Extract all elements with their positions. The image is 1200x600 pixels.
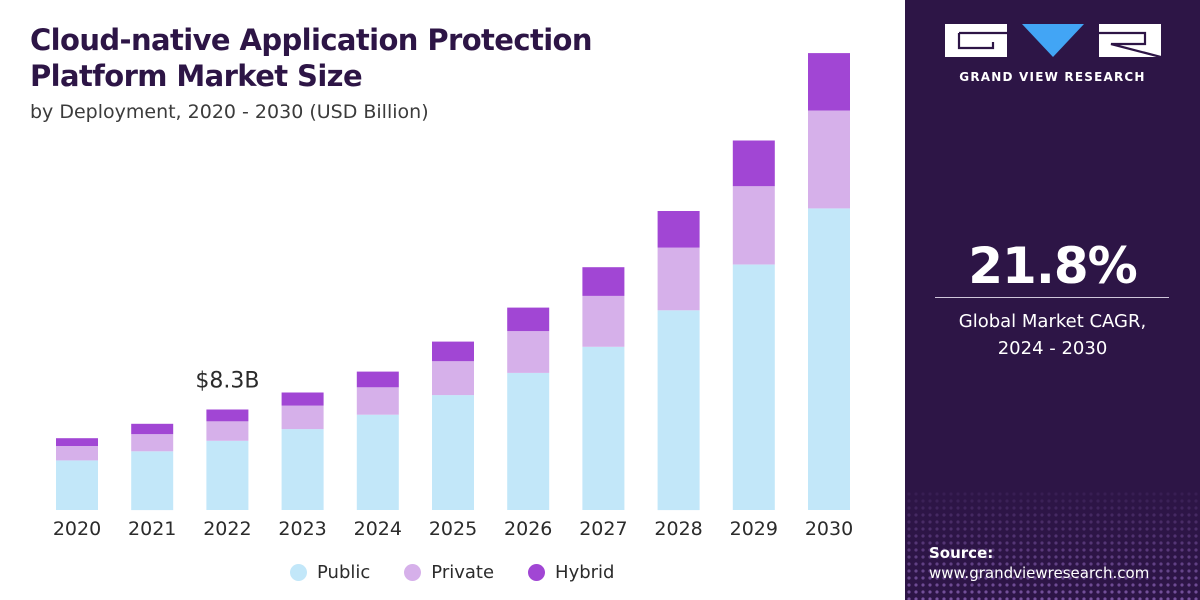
bar-public-2027 xyxy=(582,346,625,510)
bar-public-2023 xyxy=(281,429,324,510)
legend-label-private: Private xyxy=(431,562,495,583)
bar-private-2021 xyxy=(131,434,174,452)
cagr-label-line-1: Global Market CAGR, xyxy=(958,311,1147,332)
x-tick-label: 2025 xyxy=(429,518,477,540)
cagr-value: 21.8% xyxy=(968,237,1137,295)
bar-hybrid-2028 xyxy=(657,211,700,248)
legend-label-public: Public xyxy=(317,562,371,583)
x-tick-label: 2028 xyxy=(654,518,702,540)
x-tick-label: 2022 xyxy=(203,518,251,540)
x-tick-label: 2020 xyxy=(53,518,101,540)
x-tick-label: 2021 xyxy=(128,518,176,540)
cagr-divider xyxy=(935,297,1169,298)
bar-public-2021 xyxy=(131,451,174,511)
bar-private-2028 xyxy=(657,247,700,311)
brand-name: GRAND VIEW RESEARCH xyxy=(959,70,1146,84)
data-label-2022: $8.3B xyxy=(195,368,259,393)
source-label: Source: xyxy=(929,544,994,562)
x-tick-label: 2023 xyxy=(278,518,326,540)
x-tick-label: 2027 xyxy=(579,518,627,540)
chart-legend: Public Private Hybrid xyxy=(290,562,649,583)
chart-title: Cloud-native Application Protection Plat… xyxy=(30,22,730,94)
legend-swatch-private xyxy=(404,564,422,581)
grand-view-research-logo xyxy=(945,24,1161,59)
bar-public-2024 xyxy=(356,414,399,510)
bar-private-2020 xyxy=(56,446,98,461)
bar-public-2028 xyxy=(657,310,700,511)
bar-hybrid-2021 xyxy=(131,423,174,435)
bar-hybrid-2024 xyxy=(356,371,399,388)
bar-hybrid-2025 xyxy=(432,341,474,362)
legend-item-public: Public xyxy=(290,562,370,583)
info-panel: GRAND VIEW RESEARCH 21.8% Global Market … xyxy=(905,0,1200,600)
bar-private-2022 xyxy=(206,421,249,441)
bar-private-2030 xyxy=(808,110,850,209)
bar-public-2029 xyxy=(732,264,775,510)
bar-private-2027 xyxy=(582,295,625,347)
bar-private-2024 xyxy=(356,387,399,415)
bar-public-2020 xyxy=(56,460,98,510)
bar-private-2023 xyxy=(281,405,324,430)
bar-hybrid-2026 xyxy=(507,307,550,332)
bar-private-2029 xyxy=(732,186,775,265)
legend-item-hybrid: Hybrid xyxy=(528,562,615,583)
bar-hybrid-2023 xyxy=(281,392,324,406)
bar-hybrid-2029 xyxy=(732,140,775,187)
chart-subtitle: by Deployment, 2020 - 2030 (USD Billion) xyxy=(30,101,429,123)
x-tick-label: 2030 xyxy=(805,518,853,540)
bar-public-2025 xyxy=(432,395,474,510)
legend-item-private: Private xyxy=(404,562,494,583)
legend-label-hybrid: Hybrid xyxy=(555,562,615,583)
source-block: Source: www.grandviewresearch.com xyxy=(929,544,1149,582)
chart-title-line-2: Platform Market Size xyxy=(30,59,363,93)
legend-swatch-hybrid xyxy=(528,564,546,581)
source-link[interactable]: www.grandviewresearch.com xyxy=(929,564,1150,582)
chart-title-line-1: Cloud-native Application Protection xyxy=(30,23,593,57)
bar-private-2025 xyxy=(432,361,474,396)
cagr-label-line-2: 2024 - 2030 xyxy=(997,338,1108,359)
cagr-label: Global Market CAGR, 2024 - 2030 xyxy=(905,308,1200,362)
stacked-bar-chart: 2020 2021 2022 $8.3B 2023 2024 2025 2026 2027 202… xyxy=(53,53,853,540)
decorative-dot-pattern xyxy=(907,492,1198,600)
bar-hybrid-2022 xyxy=(206,409,249,422)
bar-hybrid-2030 xyxy=(808,53,850,111)
x-tick-label: 2029 xyxy=(730,518,778,540)
bar-hybrid-2027 xyxy=(582,267,625,296)
x-tick-label: 2024 xyxy=(354,518,402,540)
legend-swatch-public xyxy=(290,564,307,581)
bar-public-2026 xyxy=(507,372,550,510)
bar-public-2022 xyxy=(206,440,249,510)
x-tick-label: 2026 xyxy=(504,518,552,540)
bar-public-2030 xyxy=(808,208,850,510)
bar-hybrid-2020 xyxy=(56,438,98,446)
chart-panel: Cloud-native Application Protection Plat… xyxy=(30,22,854,583)
bar-private-2026 xyxy=(507,331,550,373)
